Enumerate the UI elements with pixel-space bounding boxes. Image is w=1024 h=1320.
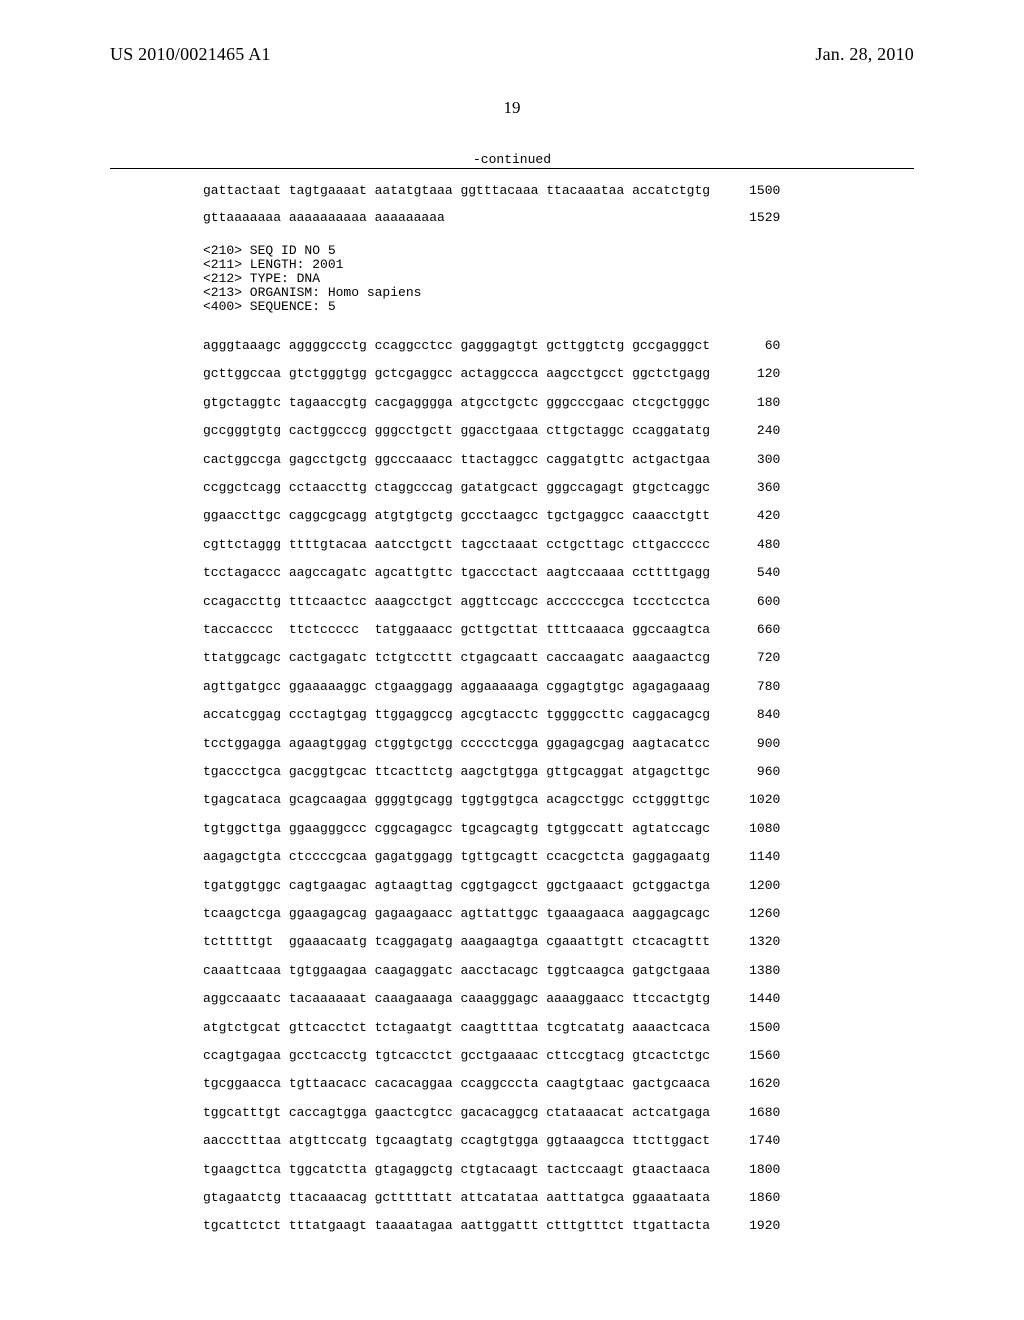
- sequence-row: aggccaaatc tacaaaaaat caaagaaaga caaaggg…: [203, 992, 780, 1005]
- continued-label: -continued: [0, 152, 1024, 167]
- sequence-row: tgagcataca gcagcaagaa ggggtgcagg tggtggt…: [203, 793, 780, 806]
- sequence-row: tgatggtggc cagtgaagac agtaagttag cggtgag…: [203, 879, 780, 892]
- sequence-row: gtgctaggtc tagaaccgtg cacgagggga atgcctg…: [203, 396, 780, 409]
- rule-top: [110, 168, 914, 169]
- page: US 2010/0021465 A1 Jan. 28, 2010 19 -con…: [0, 0, 1024, 1320]
- sequence-row: cgttctaggg ttttgtacaa aatcctgctt tagccta…: [203, 538, 780, 551]
- metadata-line: <400> SEQUENCE: 5: [203, 300, 421, 314]
- sequence-row: gattactaat tagtgaaaat aatatgtaaa ggtttac…: [203, 184, 780, 197]
- sequence-row: atgtctgcat gttcacctct tctagaatgt caagttt…: [203, 1021, 780, 1034]
- sequence-row: gtagaatctg ttacaaacag gctttttatt attcata…: [203, 1191, 780, 1204]
- sequence-row: agggtaaagc aggggccctg ccaggcctcc gagggag…: [203, 339, 780, 352]
- sequence-row: gcttggccaa gtctgggtgg gctcgaggcc actaggc…: [203, 367, 780, 380]
- sequence-row: accatcggag ccctagtgag ttggaggccg agcgtac…: [203, 708, 780, 721]
- publication-number: US 2010/0021465 A1: [110, 44, 271, 65]
- sequence-row: cactggccga gagcctgctg ggcccaaacc ttactag…: [203, 453, 780, 466]
- sequence-row: aagagctgta ctccccgcaa gagatggagg tgttgca…: [203, 850, 780, 863]
- sequence-row: tcctagaccc aagccagatc agcattgttc tgaccct…: [203, 566, 780, 579]
- sequence-row: gttaaaaaaa aaaaaaaaaa aaaaaaaaa 1529: [203, 211, 780, 224]
- sequence-row: ttatggcagc cactgagatc tctgtccttt ctgagca…: [203, 651, 780, 664]
- sequence-row: tgcggaacca tgttaacacc cacacaggaa ccaggcc…: [203, 1077, 780, 1090]
- sequence-row: ccagaccttg tttcaactcc aaagcctgct aggttcc…: [203, 595, 780, 608]
- metadata-line: <212> TYPE: DNA: [203, 272, 421, 286]
- sequence-row: tctttttgt ggaaacaatg tcaggagatg aaagaagt…: [203, 935, 780, 948]
- sequence-row: taccacccc ttctccccc tatggaaacc gcttgctta…: [203, 623, 780, 636]
- sequence-metadata: <210> SEQ ID NO 5<211> LENGTH: 2001<212>…: [203, 244, 421, 314]
- metadata-line: <213> ORGANISM: Homo sapiens: [203, 286, 421, 300]
- sequence-row: ggaaccttgc caggcgcagg atgtgtgctg gccctaa…: [203, 509, 780, 522]
- sequence-row: caaattcaaa tgtggaagaa caagaggatc aacctac…: [203, 964, 780, 977]
- page-number: 19: [0, 98, 1024, 118]
- sequence-row: tggcatttgt caccagtgga gaactcgtcc gacacag…: [203, 1106, 780, 1119]
- sequence-row: tcaagctcga ggaagagcag gagaagaacc agttatt…: [203, 907, 780, 920]
- sequence-row: agttgatgcc ggaaaaaggc ctgaaggagg aggaaaa…: [203, 680, 780, 693]
- sequence-row: aaccctttaa atgttccatg tgcaagtatg ccagtgt…: [203, 1134, 780, 1147]
- publication-date: Jan. 28, 2010: [815, 44, 914, 65]
- sequence-row: tgtggcttga ggaagggccc cggcagagcc tgcagca…: [203, 822, 780, 835]
- sequence-row: tgcattctct tttatgaagt taaaatagaa aattgga…: [203, 1219, 780, 1232]
- metadata-line: <210> SEQ ID NO 5: [203, 244, 421, 258]
- sequence-row: ccggctcagg cctaaccttg ctaggcccag gatatgc…: [203, 481, 780, 494]
- sequence-row: ccagtgagaa gcctcacctg tgtcacctct gcctgaa…: [203, 1049, 780, 1062]
- metadata-line: <211> LENGTH: 2001: [203, 258, 421, 272]
- sequence-row: gccgggtgtg cactggcccg gggcctgctt ggacctg…: [203, 424, 780, 437]
- sequence-row: tcctggagga agaagtggag ctggtgctgg ccccctc…: [203, 737, 780, 750]
- sequence-row: tgaagcttca tggcatctta gtagaggctg ctgtaca…: [203, 1163, 780, 1176]
- sequence-row: tgaccctgca gacggtgcac ttcacttctg aagctgt…: [203, 765, 780, 778]
